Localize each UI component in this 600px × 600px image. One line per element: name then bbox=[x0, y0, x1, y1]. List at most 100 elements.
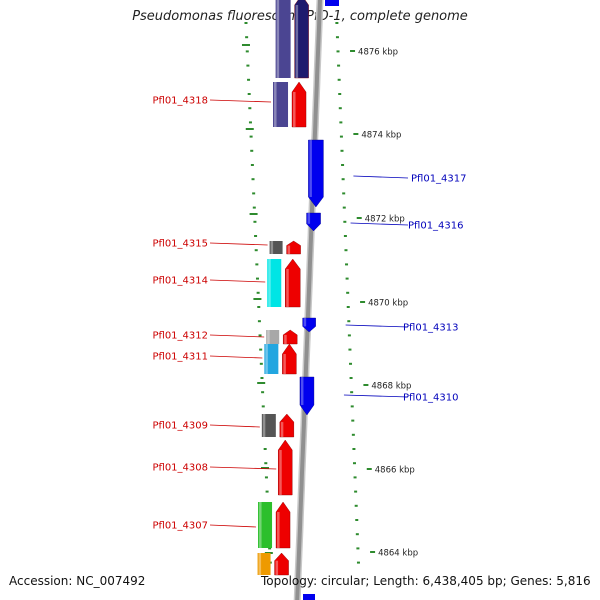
forward-gene-arrow bbox=[282, 329, 298, 345]
reverse-gene-shine bbox=[303, 318, 307, 327]
forward-gene-arrow bbox=[275, 501, 291, 549]
reverse-gene-leader bbox=[343, 394, 409, 398]
inner-tick bbox=[254, 235, 258, 237]
forward-gene-cog-block bbox=[266, 330, 280, 344]
inner-tick bbox=[261, 405, 265, 408]
inner-tick bbox=[248, 121, 252, 124]
inner-tick bbox=[259, 362, 263, 365]
forward-gene-arrow bbox=[291, 81, 307, 128]
inner-tick bbox=[248, 107, 252, 110]
forward-gene-cog-block bbox=[257, 553, 271, 575]
scale-label: 4876 kbp bbox=[358, 48, 398, 58]
inner-tick bbox=[260, 377, 264, 379]
inner-major-tick bbox=[257, 382, 266, 384]
outer-tick bbox=[345, 277, 349, 280]
scale-label: 4872 kbp bbox=[365, 215, 405, 225]
outer-tick bbox=[343, 235, 347, 237]
forward-gene-leader bbox=[209, 424, 260, 428]
inner-tick bbox=[258, 334, 262, 337]
genome-summary: Topology: circular; Length: 6,438,405 bp… bbox=[261, 574, 591, 588]
outer-tick bbox=[340, 149, 344, 152]
inner-tick bbox=[259, 348, 263, 351]
forward-gene-label: Pfl01_4307 bbox=[152, 521, 208, 532]
outer-tick bbox=[355, 533, 359, 536]
outer-tick bbox=[335, 36, 339, 39]
outer-tick bbox=[348, 348, 352, 351]
outer-tick bbox=[338, 107, 342, 110]
inner-tick bbox=[264, 462, 268, 465]
accession-label: Accession: NC_007492 bbox=[9, 574, 146, 588]
outer-tick bbox=[338, 93, 342, 95]
forward-gene-cog-block-shine bbox=[265, 344, 268, 374]
outer-tick bbox=[342, 206, 346, 209]
forward-gene-label: Pfl01_4311 bbox=[152, 352, 208, 363]
inner-tick bbox=[245, 50, 249, 53]
outer-tick bbox=[355, 519, 359, 521]
forward-gene-label: Pfl01_4309 bbox=[152, 421, 208, 432]
outer-tick bbox=[335, 22, 339, 24]
reverse-gene-shine bbox=[309, 140, 312, 197]
scale-tick bbox=[360, 301, 366, 303]
scale-tick bbox=[366, 468, 372, 470]
forward-gene-cog-block bbox=[267, 259, 282, 307]
forward-gene-cog-block bbox=[273, 82, 289, 127]
inner-major-tick bbox=[253, 298, 262, 300]
reverse-gene-arrow bbox=[299, 376, 315, 416]
outer-tick bbox=[356, 547, 360, 550]
outer-tick bbox=[354, 504, 358, 507]
forward-gene-leader bbox=[209, 334, 265, 338]
reverse-gene-fragment-top bbox=[325, 0, 339, 6]
inner-tick bbox=[254, 249, 258, 252]
inner-tick bbox=[247, 78, 251, 81]
forward-gene-cog-block-shine bbox=[270, 241, 274, 254]
scale-label: 4870 kbp bbox=[368, 299, 408, 309]
outer-tick bbox=[344, 249, 348, 252]
scale-tick bbox=[353, 133, 359, 135]
forward-gene-leader bbox=[209, 524, 257, 528]
forward-gene-cog-block-shine bbox=[262, 414, 266, 437]
inner-major-tick bbox=[245, 128, 254, 130]
forward-gene-label: Pfl01_4308 bbox=[152, 463, 208, 474]
forward-gene-arrow-shine bbox=[277, 512, 280, 548]
forward-gene-arrow bbox=[279, 413, 295, 438]
forward-gene-cog-block bbox=[264, 344, 279, 374]
outer-tick bbox=[356, 561, 360, 564]
reverse-gene-leader bbox=[345, 324, 409, 328]
outer-tick bbox=[341, 178, 345, 181]
forward-gene-leader bbox=[209, 99, 272, 103]
inner-tick bbox=[246, 64, 250, 67]
outer-tick bbox=[343, 220, 347, 223]
outer-tick bbox=[353, 476, 357, 479]
reverse-gene-arrow bbox=[308, 139, 324, 208]
forward-gene-cog-block bbox=[269, 241, 283, 254]
inner-major-tick bbox=[241, 44, 250, 46]
forward-gene-arrow-shine bbox=[275, 560, 279, 575]
forward-gene-cog-block-shine bbox=[268, 259, 271, 307]
reverse-gene-arrow bbox=[302, 317, 316, 333]
inner-tick bbox=[250, 149, 254, 152]
forward-gene-arrow-shine bbox=[287, 245, 291, 254]
outer-tick bbox=[339, 135, 343, 138]
forward-gene-cog-block-shine bbox=[274, 82, 277, 127]
outer-tick bbox=[350, 405, 354, 408]
scale-label: 4864 kbp bbox=[378, 549, 418, 559]
forward-gene-leader bbox=[209, 355, 263, 359]
inner-tick bbox=[257, 320, 261, 323]
reverse-gene-shine bbox=[307, 213, 311, 224]
forward-gene-cog-block-shine bbox=[276, 0, 280, 78]
inner-major-tick bbox=[249, 213, 258, 215]
scale-label: 4866 kbp bbox=[375, 466, 415, 476]
forward-gene-arrow-shine bbox=[279, 450, 282, 495]
outer-tick bbox=[347, 334, 351, 337]
forward-gene-cog-block-shine bbox=[258, 553, 262, 575]
reverse-gene-shine bbox=[300, 377, 304, 405]
inner-tick bbox=[249, 135, 253, 138]
forward-gene-label: Pfl01_4314 bbox=[152, 276, 208, 287]
outer-tick bbox=[336, 50, 340, 53]
reverse-gene-arrow bbox=[306, 212, 321, 232]
forward-gene-arrow-shine bbox=[284, 334, 287, 344]
reverse-gene-label: Pfl01_4313 bbox=[403, 323, 459, 334]
inner-tick bbox=[252, 192, 256, 195]
scale-tick bbox=[350, 50, 356, 52]
